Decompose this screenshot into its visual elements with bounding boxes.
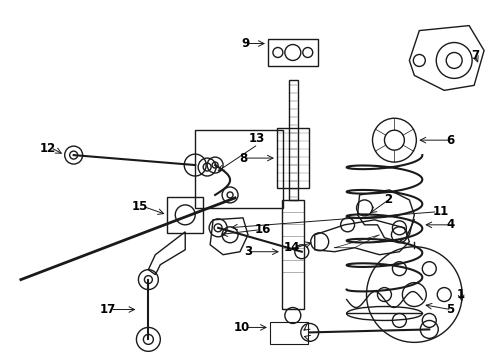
Text: 3: 3	[244, 245, 252, 258]
Text: 17: 17	[99, 303, 116, 316]
Text: 7: 7	[471, 49, 479, 62]
Text: 14: 14	[283, 241, 300, 254]
Text: 2: 2	[385, 193, 392, 206]
Bar	[268, 39, 318, 67]
Text: 10: 10	[234, 321, 250, 334]
Text: 16: 16	[255, 223, 271, 236]
Text: 9: 9	[242, 37, 250, 50]
Text: 11: 11	[432, 205, 448, 219]
Bar	[289, 80, 298, 200]
Text: 13: 13	[249, 132, 265, 145]
Text: 15: 15	[132, 201, 148, 213]
Text: 4: 4	[446, 218, 454, 231]
Text: 12: 12	[40, 141, 56, 155]
Bar	[270, 323, 308, 345]
Text: 1: 1	[457, 288, 465, 301]
Text: 6: 6	[446, 134, 454, 147]
Text: 5: 5	[446, 303, 454, 316]
Bar	[277, 128, 309, 188]
Bar	[195, 130, 283, 208]
Text: 8: 8	[240, 152, 248, 165]
Bar	[282, 200, 304, 310]
Bar	[167, 197, 203, 233]
